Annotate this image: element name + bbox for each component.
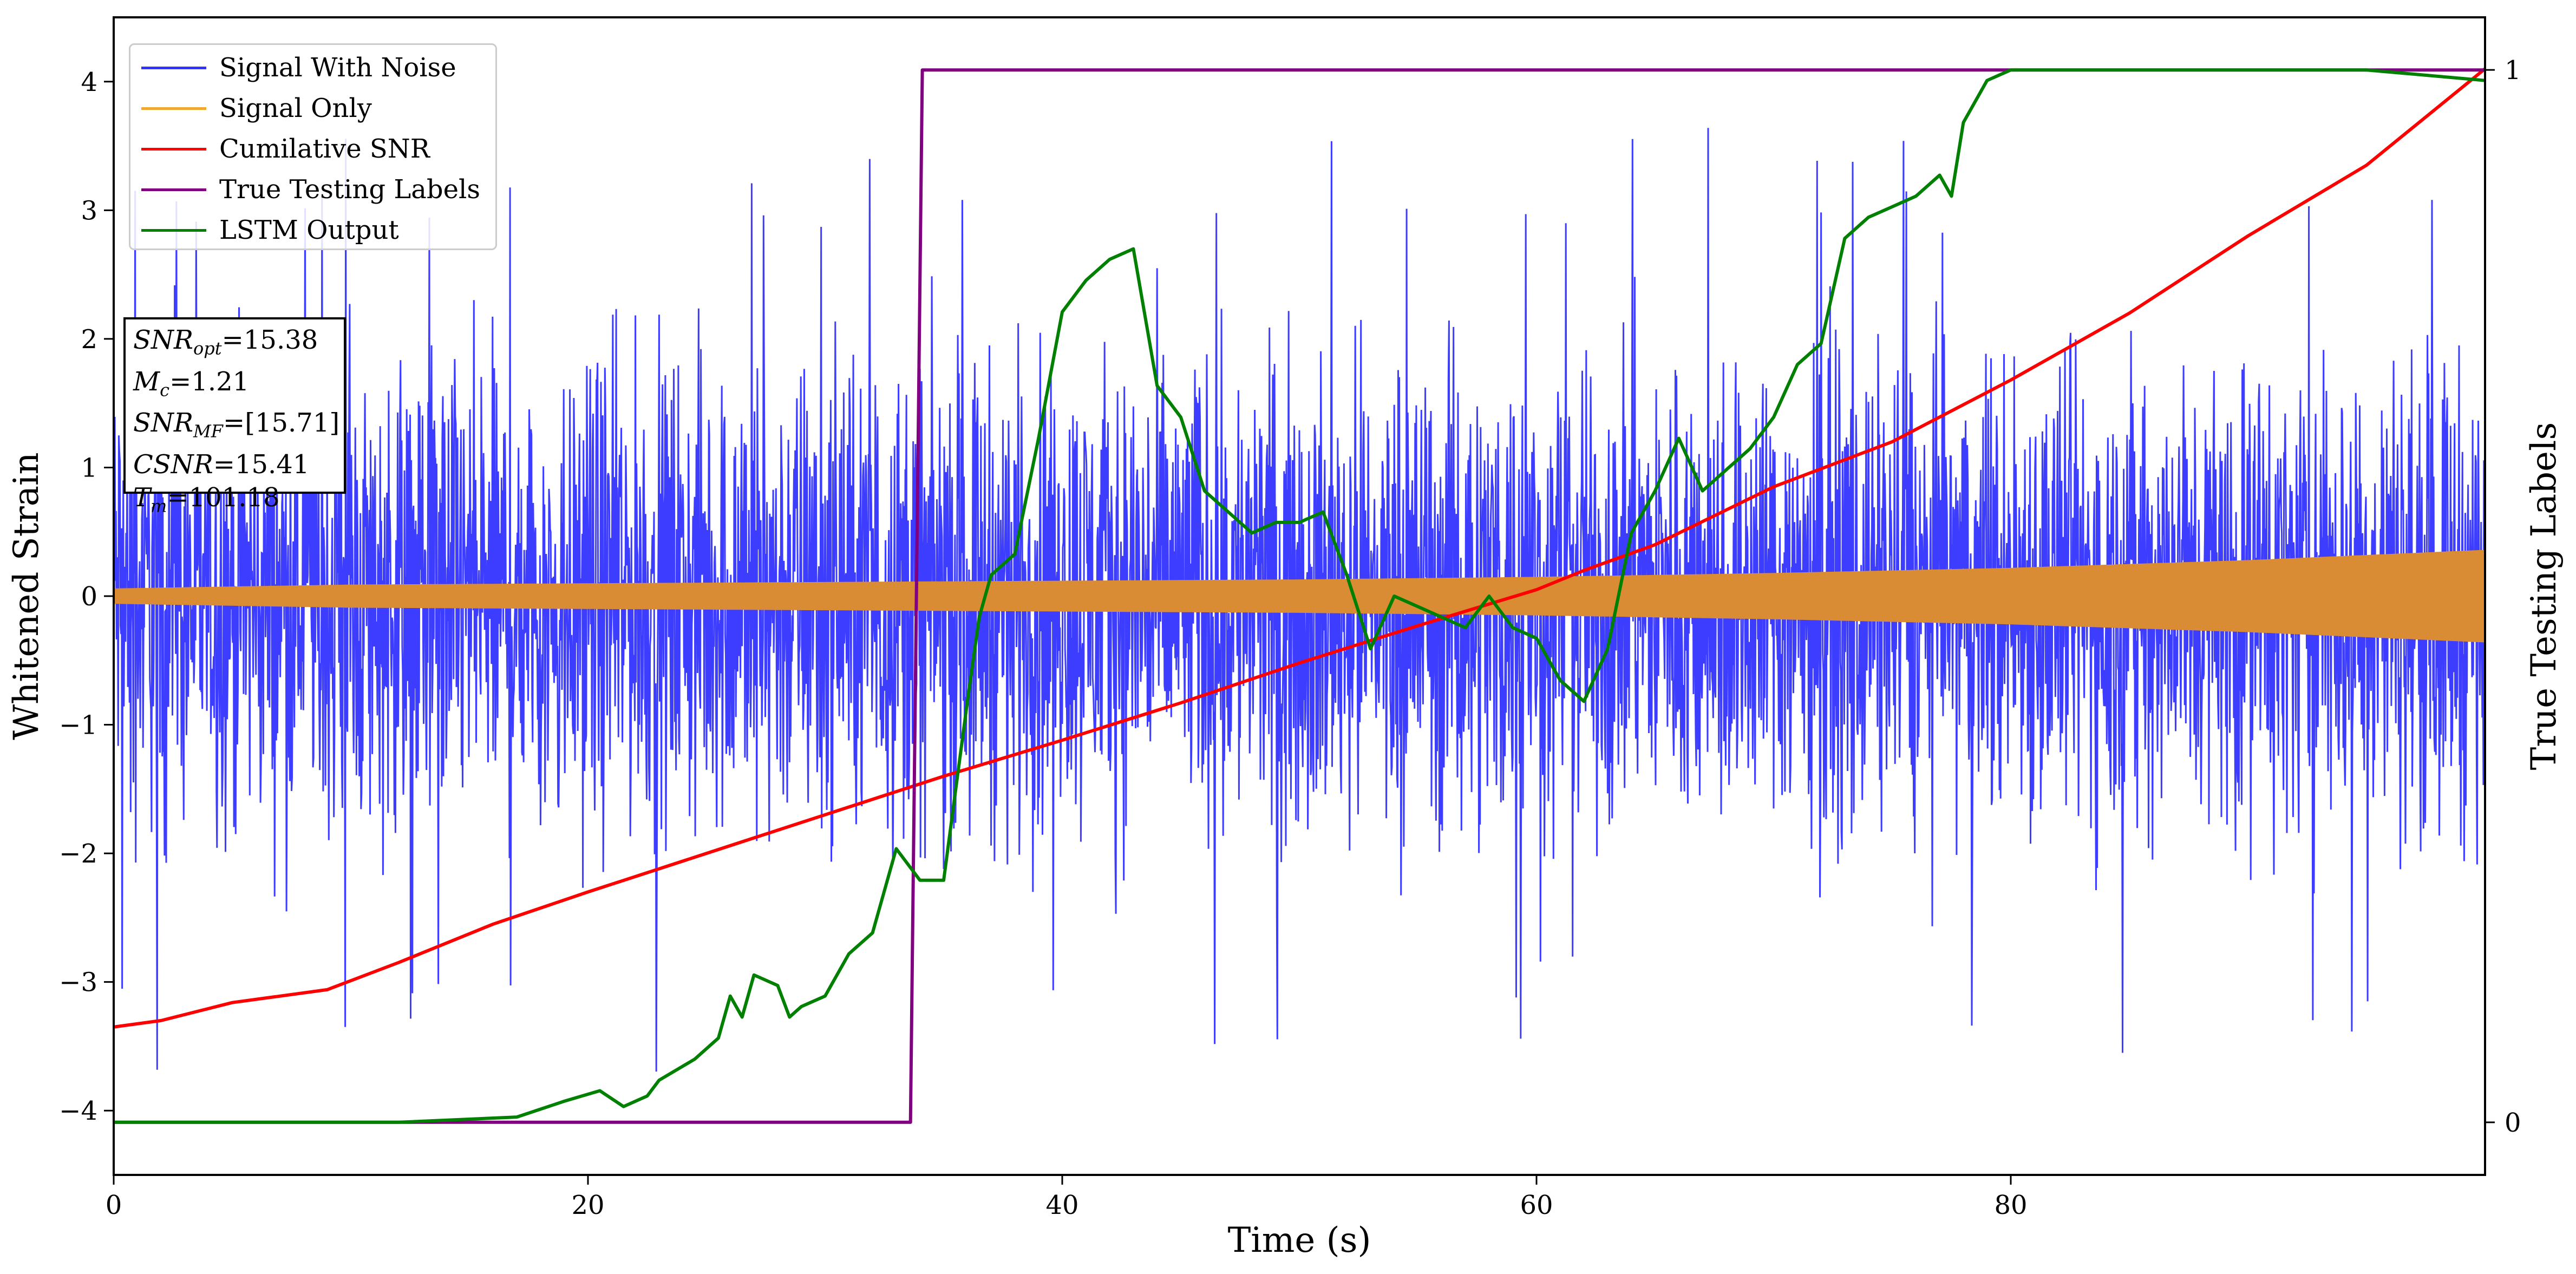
signal-only-band	[114, 550, 2485, 643]
y2-tick-label: 0	[2505, 1108, 2521, 1138]
legend-swatch	[141, 228, 206, 232]
snr-opt-line: SNRopt=15.38	[133, 325, 318, 359]
legend-label: LSTM Output	[219, 215, 399, 245]
x-tick-label: 20	[571, 1190, 604, 1220]
x-axis-label: Time (s)	[1228, 1220, 1371, 1260]
y-tick-label: 0	[81, 582, 97, 612]
y2-axis-label: True Testing Labels	[2524, 422, 2564, 770]
legend-item-signal-only: Signal Only	[141, 92, 372, 125]
snr-mf-value: [15.71]	[245, 408, 340, 439]
y-tick-label: −2	[59, 839, 97, 869]
csnr-value: 15.41	[234, 449, 310, 480]
y-tick-label: 4	[81, 67, 97, 97]
legend-item-cumulative-snr: Cumilative SNR	[141, 133, 430, 165]
legend-item-lstm-output: LSTM Output	[141, 214, 399, 246]
y-tick-label: 3	[81, 195, 97, 226]
legend-swatch	[141, 147, 206, 151]
x-tick-label: 40	[1045, 1190, 1078, 1220]
snr-info-box: SNRopt=15.38 Mc=1.21 SNRMF=[15.71] CSNR=…	[123, 317, 346, 516]
y-tick-label: −4	[59, 1096, 97, 1126]
lstm-output-line	[114, 68, 2485, 1124]
mc-value: 1.21	[191, 366, 250, 397]
y-tick-label: −1	[59, 710, 97, 741]
y-axis-label: Whitened Strain	[6, 452, 47, 740]
legend-label: Signal With Noise	[219, 53, 456, 83]
cumulative-snr-line	[114, 67, 2485, 1029]
y-tick-label: 1	[81, 453, 97, 483]
true-testing-labels-line	[114, 68, 2485, 1124]
tm-value: 101.18	[188, 482, 280, 513]
y-tick-label: −3	[59, 968, 97, 998]
legend: Signal With Noise Signal Only Cumilative…	[129, 43, 497, 250]
legend-swatch	[141, 188, 206, 191]
legend-item-signal-with-noise: Signal With Noise	[141, 51, 456, 84]
legend-label: Cumilative SNR	[219, 134, 430, 164]
x-tick-label: 0	[106, 1190, 122, 1220]
mc-line: Mc=1.21	[133, 366, 250, 401]
csnr-line: CSNR=15.41	[133, 449, 310, 480]
plot-area	[114, 67, 2485, 1124]
x-tick-label: 80	[1994, 1190, 2027, 1220]
snr-opt-value: 15.38	[243, 325, 318, 355]
tm-line: Tm=101.18	[133, 482, 280, 517]
snr-mf-line: SNRMF=[15.71]	[133, 408, 340, 442]
legend-swatch	[141, 107, 206, 110]
y-tick-label: 2	[81, 324, 97, 355]
legend-label: Signal Only	[219, 93, 372, 123]
x-tick-label: 60	[1520, 1190, 1553, 1220]
y2-tick-label: 1	[2505, 55, 2521, 86]
legend-item-true-testing-labels: True Testing Labels	[141, 173, 480, 206]
legend-swatch	[141, 66, 206, 69]
legend-label: True Testing Labels	[219, 174, 481, 205]
